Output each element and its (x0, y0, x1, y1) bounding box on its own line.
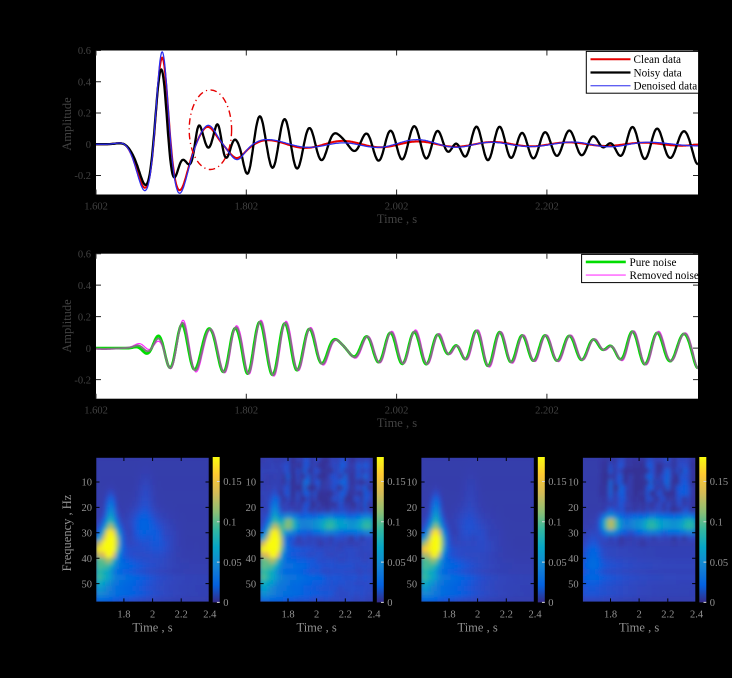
svg-text:40: 40 (246, 554, 257, 565)
svg-text:Time , s: Time , s (377, 416, 417, 430)
svg-text:0.05: 0.05 (387, 558, 405, 569)
svg-text:30: 30 (407, 529, 418, 540)
svg-text:2.2: 2.2 (661, 610, 674, 621)
svg-text:0.1: 0.1 (223, 518, 236, 529)
svg-text:2.202: 2.202 (535, 202, 559, 213)
svg-text:1.8: 1.8 (281, 610, 294, 621)
svg-text:2.202: 2.202 (535, 406, 559, 417)
svg-text:Noisy data: Noisy data (634, 67, 682, 79)
svg-text:Amplitude: Amplitude (60, 299, 74, 353)
svg-text:1.602: 1.602 (84, 202, 108, 213)
svg-text:0.2: 0.2 (78, 109, 91, 120)
svg-text:10: 10 (82, 478, 93, 489)
svg-text:2.2: 2.2 (500, 610, 513, 621)
svg-text:10: 10 (407, 478, 418, 489)
svg-text:1.8: 1.8 (604, 610, 617, 621)
svg-text:0.05: 0.05 (548, 558, 566, 569)
svg-text:Pure noise: Pure noise (630, 257, 677, 269)
svg-text:Time , s: Time , s (377, 212, 417, 226)
svg-text:1.802: 1.802 (234, 202, 258, 213)
svg-text:2: 2 (475, 610, 480, 621)
svg-text:10: 10 (246, 478, 257, 489)
svg-text:0.15: 0.15 (710, 477, 728, 488)
svg-text:50: 50 (246, 579, 257, 590)
svg-text:Denoised data: Denoised data (634, 81, 698, 93)
svg-text:0.1: 0.1 (548, 518, 561, 529)
svg-text:2.4: 2.4 (690, 610, 704, 621)
svg-text:0.05: 0.05 (710, 558, 728, 569)
svg-text:50: 50 (407, 579, 418, 590)
svg-text:0.6: 0.6 (78, 249, 91, 260)
svg-text:1.802: 1.802 (234, 406, 258, 417)
svg-text:Removed noise: Removed noise (630, 270, 699, 282)
svg-text:0.2: 0.2 (78, 312, 91, 323)
svg-text:20: 20 (407, 503, 418, 514)
svg-text:0.15: 0.15 (223, 477, 241, 488)
svg-text:2.4: 2.4 (367, 610, 381, 621)
svg-text:Time , s: Time , s (458, 621, 498, 635)
svg-text:2.002: 2.002 (385, 406, 409, 417)
svg-text:2.002: 2.002 (385, 202, 409, 213)
svg-text:2.4: 2.4 (528, 610, 542, 621)
svg-text:30: 30 (82, 529, 93, 540)
svg-text:Time , s: Time , s (619, 621, 659, 635)
svg-text:0.1: 0.1 (710, 518, 723, 529)
svg-text:Time , s: Time , s (132, 621, 172, 635)
svg-text:2: 2 (150, 610, 155, 621)
svg-text:1.8: 1.8 (442, 610, 455, 621)
svg-text:2.2: 2.2 (339, 610, 352, 621)
svg-text:10: 10 (568, 478, 579, 489)
svg-text:20: 20 (82, 503, 93, 514)
svg-text:Time , s: Time , s (297, 621, 337, 635)
svg-text:0.6: 0.6 (78, 46, 91, 57)
svg-text:0.4: 0.4 (78, 281, 92, 292)
svg-text:-0.2: -0.2 (74, 171, 91, 182)
svg-text:40: 40 (407, 554, 418, 565)
svg-text:Amplitude: Amplitude (60, 97, 74, 151)
svg-text:2: 2 (314, 610, 319, 621)
svg-text:0.15: 0.15 (548, 477, 566, 488)
svg-text:50: 50 (82, 579, 93, 590)
svg-text:0.05: 0.05 (223, 558, 241, 569)
svg-text:30: 30 (568, 529, 579, 540)
svg-text:50: 50 (568, 579, 579, 590)
svg-text:20: 20 (568, 503, 579, 514)
svg-text:20: 20 (246, 503, 257, 514)
svg-text:40: 40 (82, 554, 93, 565)
svg-text:0: 0 (548, 598, 553, 609)
svg-text:0: 0 (387, 598, 392, 609)
svg-text:30: 30 (246, 529, 257, 540)
svg-text:Frequency , Hz: Frequency , Hz (60, 494, 74, 571)
svg-text:2.2: 2.2 (175, 610, 188, 621)
svg-text:40: 40 (568, 554, 579, 565)
svg-text:0.1: 0.1 (387, 518, 400, 529)
svg-text:1.602: 1.602 (84, 406, 108, 417)
svg-text:0.4: 0.4 (78, 78, 92, 89)
svg-text:1.8: 1.8 (117, 610, 130, 621)
svg-text:Clean data: Clean data (634, 54, 682, 66)
svg-text:0: 0 (223, 598, 228, 609)
svg-text:0.15: 0.15 (387, 477, 405, 488)
svg-text:0: 0 (86, 344, 91, 355)
svg-text:2: 2 (636, 610, 641, 621)
svg-text:2.4: 2.4 (203, 610, 217, 621)
svg-text:0: 0 (86, 140, 91, 151)
svg-text:-0.2: -0.2 (74, 375, 91, 386)
svg-text:0: 0 (710, 598, 715, 609)
